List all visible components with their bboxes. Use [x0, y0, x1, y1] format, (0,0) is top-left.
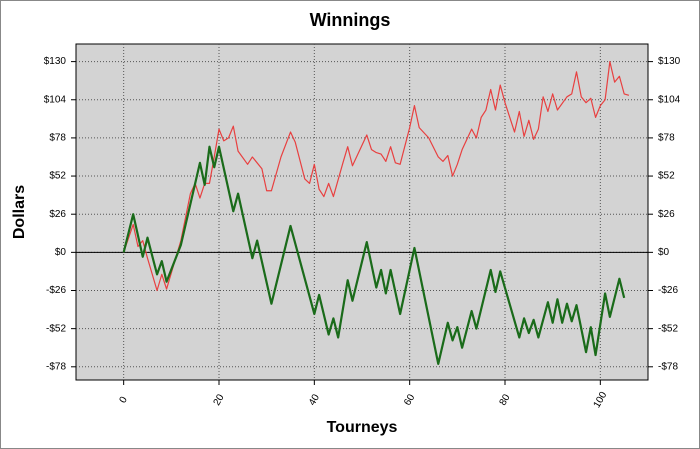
x-tick-label: 80 — [498, 392, 513, 408]
y2-tick-label: $0 — [658, 247, 670, 258]
y-tick-label: -$52 — [46, 323, 66, 334]
y-tick-label: $78 — [49, 133, 66, 144]
y2-tick-label: -$52 — [658, 323, 678, 334]
series-line — [122, 145, 626, 365]
y-tick-label: $104 — [44, 94, 67, 105]
series-line — [123, 61, 630, 292]
y-tick-label: $130 — [44, 56, 67, 67]
y2-tick-label: $104 — [658, 94, 681, 105]
y2-tick-label: $78 — [658, 133, 675, 144]
y2-tick-label: $130 — [658, 56, 681, 67]
y2-tick-label: -$78 — [658, 361, 678, 372]
plot-area — [75, 43, 649, 381]
y-tick-label: -$26 — [46, 285, 66, 296]
x-tick-label: 40 — [307, 392, 322, 408]
y-tick-label: $52 — [49, 171, 66, 182]
y-tick-label: -$78 — [46, 361, 66, 372]
y2-tick-label: $26 — [658, 209, 675, 220]
y2-tick-label: -$26 — [658, 285, 678, 296]
y-axis-title: Dollars — [11, 185, 28, 239]
x-tick-label: 60 — [402, 392, 417, 408]
y-tick-label: $0 — [55, 247, 67, 258]
y-tick-label: $26 — [49, 209, 66, 220]
chart-title: Winnings — [310, 10, 391, 30]
x-tick-label: 20 — [212, 392, 227, 408]
x-tick-label: 0 — [118, 395, 131, 406]
x-axis-title: Tourneys — [327, 419, 398, 436]
y2-tick-label: $52 — [658, 171, 675, 182]
